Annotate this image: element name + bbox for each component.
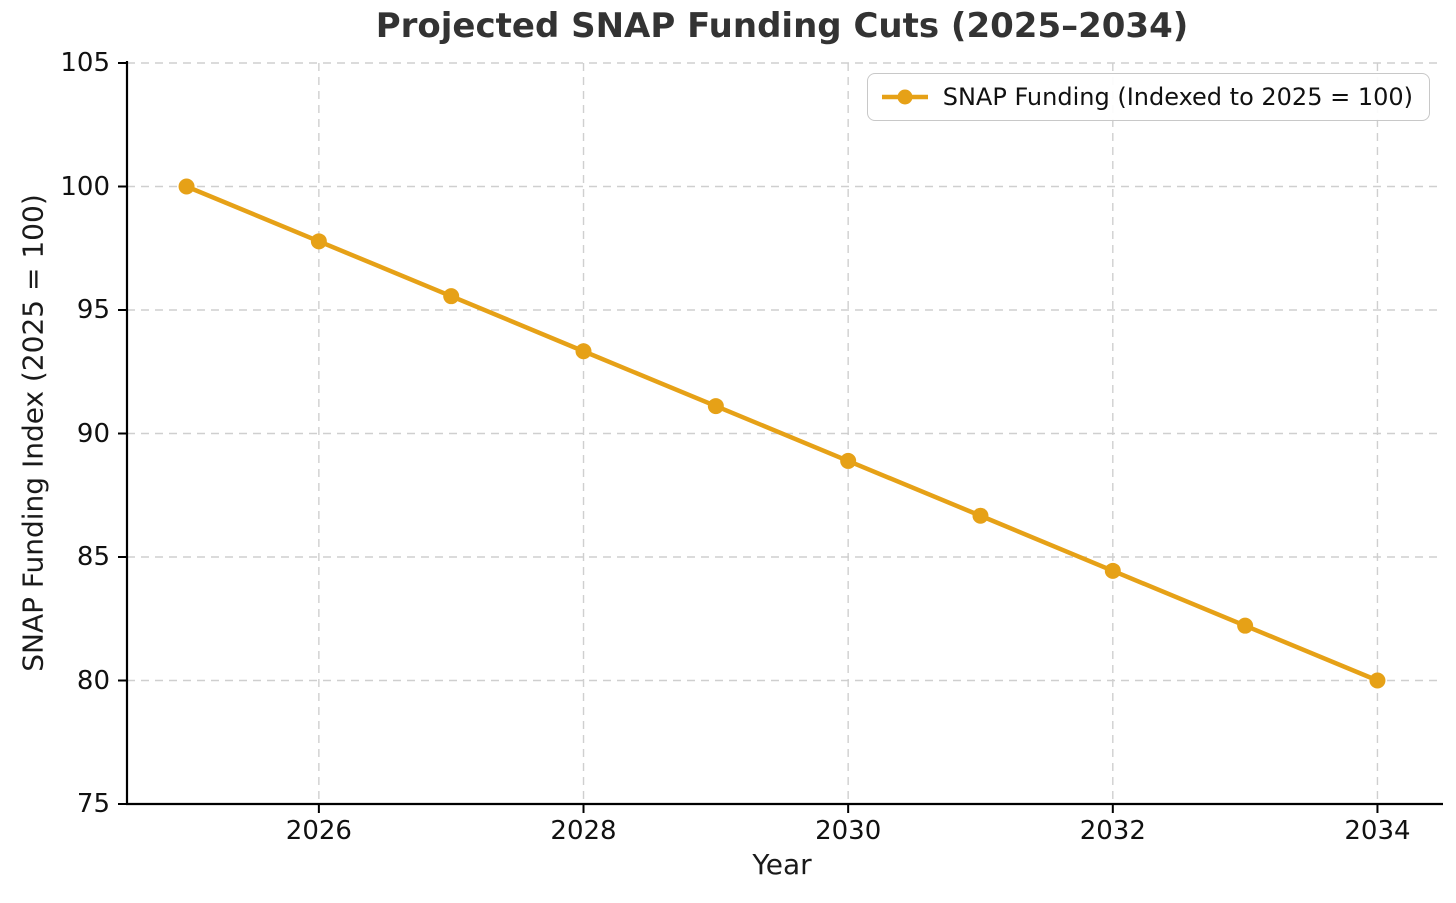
x-tick-label-2028: 2028: [550, 816, 617, 846]
y-tick-label-75: 75: [76, 789, 110, 819]
data-point-marker: [310, 233, 327, 250]
data-point-marker: [443, 288, 460, 305]
legend-line-marker-icon: [881, 89, 928, 105]
y-tick-label-105: 105: [60, 48, 110, 78]
y-axis-label: SNAP Funding Index (2025 = 100): [16, 194, 50, 672]
data-point-marker: [707, 398, 724, 415]
legend: SNAP Funding (Indexed to 2025 = 100): [866, 73, 1430, 121]
x-tick-label-2026: 2026: [285, 816, 352, 846]
legend-entry-label: SNAP Funding (Indexed to 2025 = 100): [942, 83, 1413, 111]
data-point-marker: [972, 507, 989, 524]
x-tick-label-2034: 2034: [1344, 816, 1411, 846]
y-tick-label-100: 100: [60, 171, 110, 202]
data-point-marker: [1237, 617, 1254, 634]
data-line: [184, 184, 1380, 683]
x-tick-label-2032: 2032: [1079, 816, 1146, 846]
data-point-marker: [575, 343, 592, 360]
data-point-marker: [1369, 672, 1386, 689]
data-point-marker: [1104, 562, 1121, 579]
y-tick-label-85: 85: [76, 542, 110, 572]
data-point-marker: [840, 452, 857, 469]
y-tick-label-90: 90: [76, 418, 110, 449]
y-tick-label-95: 95: [76, 295, 110, 325]
chart-title: Projected SNAP Funding Cuts (2025–2034): [375, 6, 1189, 46]
x-tick-label-2030: 2030: [815, 816, 882, 846]
x-axis-label: Year: [752, 848, 812, 881]
y-tick-label-80: 80: [76, 665, 110, 696]
data-point-marker: [178, 178, 195, 195]
